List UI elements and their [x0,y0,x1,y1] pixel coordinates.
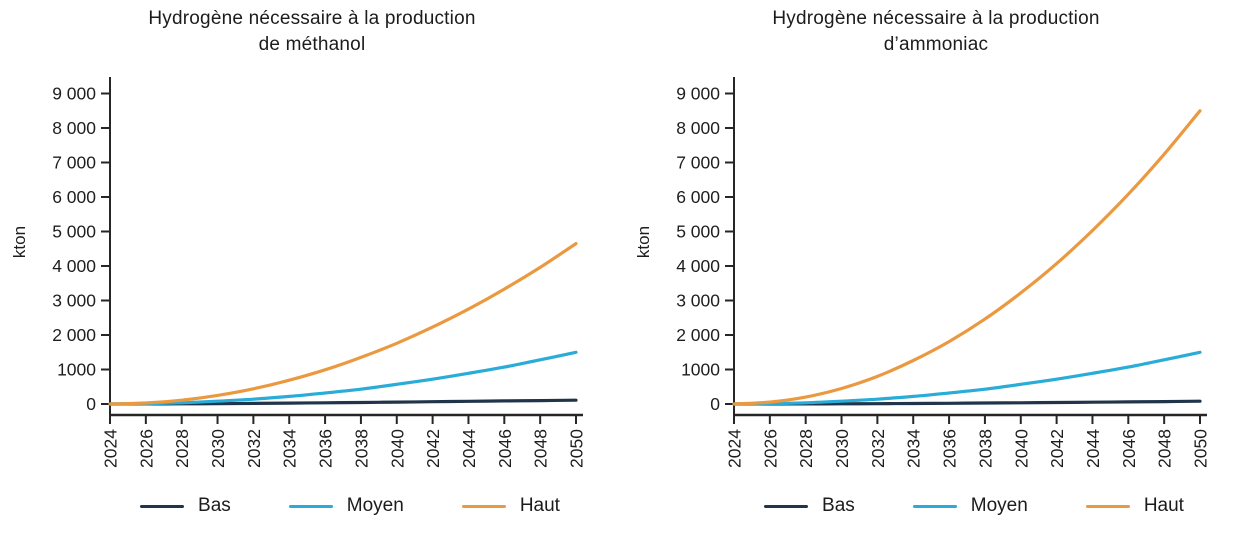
y-tick-label: 3 000 [52,291,96,311]
x-tick-label: 2048 [530,429,550,468]
legend-line-swatch-moyen [288,504,333,509]
y-tick-label: 9 000 [676,84,720,104]
x-tick-label: 2024 [724,429,744,468]
y-tick-label: 5 000 [676,222,720,242]
legend-item-bas: Bas [764,495,855,517]
y-axis-label: kton [10,225,30,259]
x-tick-label: 2034 [903,429,923,468]
legend-line-swatch-bas [140,504,185,509]
x-tick-label: 2036 [939,429,959,468]
x-tick-label: 2042 [1047,429,1067,468]
series-line-moyen [107,350,578,406]
y-tick-label: 6 000 [676,187,720,207]
methanol-chart-panel: Hydrogène nécessaire à la production de … [10,6,586,517]
legend-item-haut: Haut [461,495,560,517]
x-tick-label: 2042 [423,429,443,468]
chart-title-line1: Hydrogène nécessaire à la production [772,8,1100,29]
y-tick-label: 2 000 [52,325,96,345]
chart-title-line1: Hydrogène nécessaire à la production [148,8,476,29]
legend: Bas Moyen Haut [140,495,560,517]
legend-item-moyen: Moyen [288,495,404,517]
x-tick-label: 2044 [458,429,478,468]
x-tick-label: 2044 [1082,429,1102,468]
chart-title-ammonia: Hydrogène nécessaire à la production d’a… [772,6,1099,57]
y-tick-label: 0 [86,394,96,414]
y-tick-label: 7 000 [676,153,720,173]
x-tick-label: 2034 [279,429,299,468]
y-axis-label: kton [634,225,654,259]
legend-item-moyen: Moyen [912,495,1028,517]
y-tick-label: 2 000 [676,325,720,345]
legend-line-swatch-bas [764,504,809,509]
legend: Bas Moyen Haut [764,495,1184,517]
y-tick-label: 9 000 [52,84,96,104]
x-tick-label: 2030 [208,429,228,468]
y-tick-label: 1000 [57,360,96,380]
x-tick-label: 2050 [566,429,586,468]
x-tick-label: 2028 [172,429,192,468]
chart-title-methanol: Hydrogène nécessaire à la production de … [148,6,475,57]
legend-label-moyen: Moyen [970,495,1028,517]
legend-label-bas: Bas [198,495,231,517]
legend-item-bas: Bas [140,495,231,517]
x-tick-label: 2032 [243,429,263,468]
chart-title-line2: d’ammoniac [883,33,989,55]
y-tick-label: 8 000 [676,118,720,138]
x-tick-label: 2040 [387,429,407,468]
y-tick-label: 7 000 [52,153,96,173]
x-tick-label: 2026 [760,429,780,468]
x-tick-label: 2032 [867,429,887,468]
ammonia-chart-svg: 0 1000 2 000 3 000 4 000 5 000 6 000 7 000 8 000… [676,77,1210,468]
legend-label-haut: Haut [1143,495,1184,517]
legend-line-swatch-haut [1085,504,1130,509]
legend-label-moyen: Moyen [346,495,404,517]
series-line-haut [107,242,578,406]
legend-line-swatch-haut [461,504,506,509]
legend-item-haut: Haut [1085,495,1184,517]
x-tick-label: 2024 [100,429,120,468]
ammonia-chart-panel: Hydrogène nécessaire à la production d’a… [624,0,1248,556]
series-line-moyen [731,350,1202,406]
x-tick-label: 2026 [136,429,156,468]
x-tick-label: 2040 [1011,429,1031,468]
legend-line-swatch-moyen [912,504,957,509]
y-tick-label: 1000 [681,360,720,380]
y-tick-label: 8 000 [52,118,96,138]
x-tick-label: 2028 [796,429,816,468]
y-tick-label: 3 000 [676,291,720,311]
x-tick-label: 2046 [494,429,514,468]
y-tick-label: 4 000 [676,256,720,276]
y-tick-label: 5 000 [52,222,96,242]
y-tick-label: 4 000 [52,256,96,276]
chart-title-line2: de méthanol [258,33,366,55]
y-tick-label: 0 [710,394,720,414]
x-tick-label: 2038 [975,429,995,468]
x-tick-label: 2030 [832,429,852,468]
series-line-haut [731,109,1202,406]
y-tick-label: 6 000 [52,187,96,207]
legend-label-haut: Haut [519,495,560,517]
legend-label-bas: Bas [822,495,855,517]
x-tick-label: 2048 [1154,429,1174,468]
x-tick-label: 2050 [1190,429,1210,468]
x-tick-label: 2038 [351,429,371,468]
x-tick-label: 2036 [315,429,335,468]
methanol-chart-svg: 0 1000 2 000 3 000 4 000 5 000 6 000 7 000 8 000… [52,77,586,468]
x-tick-label: 2046 [1118,429,1138,468]
